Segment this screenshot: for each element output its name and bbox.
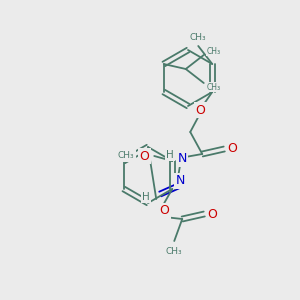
Text: O: O bbox=[227, 142, 237, 155]
Text: O: O bbox=[207, 208, 217, 220]
Text: N: N bbox=[178, 152, 187, 166]
Text: CH₃: CH₃ bbox=[190, 32, 207, 41]
Text: CH₃: CH₃ bbox=[166, 247, 183, 256]
Text: O: O bbox=[195, 103, 205, 116]
Text: CH₃: CH₃ bbox=[118, 152, 135, 160]
Text: CH₃: CH₃ bbox=[207, 82, 221, 91]
Text: O: O bbox=[139, 149, 149, 163]
Text: N: N bbox=[176, 175, 185, 188]
Text: H: H bbox=[167, 150, 174, 160]
Text: CH₃: CH₃ bbox=[207, 46, 221, 56]
Text: O: O bbox=[159, 205, 169, 218]
Text: H: H bbox=[142, 192, 150, 202]
